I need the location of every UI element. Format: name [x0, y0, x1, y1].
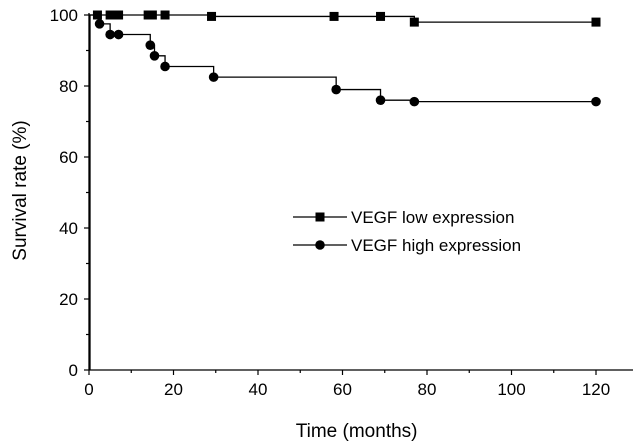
x-tick-label: 80 [418, 380, 437, 399]
y-tick-label: 40 [59, 219, 78, 238]
square-marker [114, 10, 124, 20]
square-marker [160, 10, 170, 20]
circle-marker [113, 29, 124, 40]
series-line [89, 14, 596, 103]
circle-marker [149, 51, 160, 61]
y-axis-label: Survival rate (%) [10, 120, 31, 260]
circle-marker [591, 96, 601, 107]
series-high-expression [89, 14, 601, 107]
x-tick-label: 120 [582, 380, 610, 399]
x-tick-label: 0 [84, 380, 93, 399]
y-tick-label: 20 [59, 290, 78, 309]
circle-marker [331, 84, 341, 95]
legend-circle-marker [315, 240, 325, 250]
axes [88, 13, 633, 371]
y-tick-label: 0 [69, 361, 78, 380]
legend: VEGF low expression VEGF high expression [293, 208, 521, 255]
square-marker [329, 11, 339, 21]
legend-label: VEGF high expression [351, 236, 521, 255]
x-tick-label: 100 [497, 380, 525, 399]
circle-marker [94, 19, 105, 29]
legend-square-marker [315, 212, 325, 222]
x-tick-label: 60 [333, 380, 352, 399]
x-tick-label: 40 [249, 380, 268, 399]
series-group [89, 10, 601, 370]
x-axis-label: Time (months) [296, 421, 418, 442]
square-marker [147, 10, 157, 20]
square-marker [207, 11, 217, 21]
circle-marker [145, 40, 156, 50]
y-tick-label: 60 [59, 148, 78, 167]
square-marker [376, 11, 386, 21]
circle-marker [208, 72, 219, 82]
circle-marker [409, 96, 420, 107]
tick-group: 0 20 40 60 80 100 0 20 40 60 80 100 120 [50, 6, 611, 399]
circle-marker [105, 29, 115, 40]
x-tick-label: 20 [164, 380, 183, 399]
square-marker [409, 17, 419, 27]
circle-marker [160, 61, 170, 72]
y-tick-label: 80 [59, 77, 78, 96]
y-tick-label: 100 [50, 6, 78, 25]
series-low-expression [89, 10, 601, 27]
square-marker [591, 17, 601, 27]
circle-marker [375, 95, 386, 105]
legend-label: VEGF low expression [351, 208, 514, 227]
